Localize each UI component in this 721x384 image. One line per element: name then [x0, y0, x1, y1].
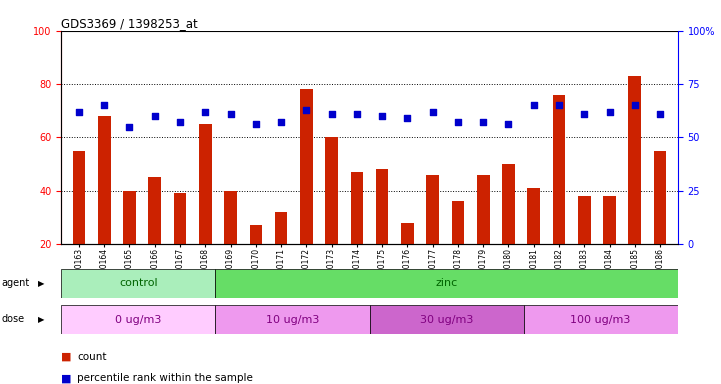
Bar [325, 137, 338, 244]
Text: control: control [119, 278, 158, 288]
Bar [61, 269, 216, 298]
Point [351, 111, 363, 117]
Point [301, 106, 312, 113]
Bar [451, 201, 464, 244]
Text: ■: ■ [61, 352, 72, 362]
Point [427, 109, 438, 115]
Point [376, 113, 388, 119]
Text: 0 ug/m3: 0 ug/m3 [115, 314, 162, 325]
Text: 10 ug/m3: 10 ug/m3 [266, 314, 319, 325]
Point [275, 119, 287, 126]
Bar [477, 175, 490, 244]
Point [553, 102, 565, 108]
Point [503, 121, 514, 127]
Text: percentile rank within the sample: percentile rank within the sample [77, 373, 253, 383]
Text: agent: agent [1, 278, 30, 288]
Bar [149, 177, 161, 244]
Bar [528, 188, 540, 244]
Point [477, 119, 489, 126]
Point [99, 102, 110, 108]
Bar [578, 196, 590, 244]
Bar [224, 190, 237, 244]
Text: GDS3369 / 1398253_at: GDS3369 / 1398253_at [61, 17, 198, 30]
Point [74, 109, 85, 115]
Text: ■: ■ [61, 373, 72, 383]
Point [124, 124, 136, 130]
Bar [502, 164, 515, 244]
Bar [61, 305, 216, 334]
Point [200, 109, 211, 115]
Point [149, 113, 161, 119]
Bar [603, 196, 616, 244]
Text: 30 ug/m3: 30 ug/m3 [420, 314, 473, 325]
Bar [654, 151, 666, 244]
Bar [123, 190, 136, 244]
Point [326, 111, 337, 117]
Bar [401, 222, 414, 244]
Bar [350, 172, 363, 244]
Bar [216, 305, 370, 334]
Text: ▶: ▶ [37, 279, 44, 288]
Bar [370, 305, 523, 334]
Text: dose: dose [1, 314, 25, 324]
Bar [249, 225, 262, 244]
Bar [300, 89, 313, 244]
Point [629, 102, 640, 108]
Point [603, 109, 615, 115]
Bar [629, 76, 641, 244]
Bar [553, 94, 565, 244]
Bar [376, 169, 389, 244]
Bar [275, 212, 288, 244]
Point [402, 115, 413, 121]
Point [174, 119, 186, 126]
Bar [98, 116, 110, 244]
Bar [426, 175, 439, 244]
Text: zinc: zinc [435, 278, 458, 288]
Point [225, 111, 236, 117]
Bar [199, 124, 211, 244]
Text: ▶: ▶ [37, 315, 44, 324]
Point [250, 121, 262, 127]
Text: 100 ug/m3: 100 ug/m3 [570, 314, 631, 325]
Point [528, 102, 539, 108]
Point [452, 119, 464, 126]
Text: count: count [77, 352, 107, 362]
Bar [174, 193, 186, 244]
Bar [523, 305, 678, 334]
Bar [216, 269, 678, 298]
Point [654, 111, 665, 117]
Point [578, 111, 590, 117]
Bar [73, 151, 85, 244]
